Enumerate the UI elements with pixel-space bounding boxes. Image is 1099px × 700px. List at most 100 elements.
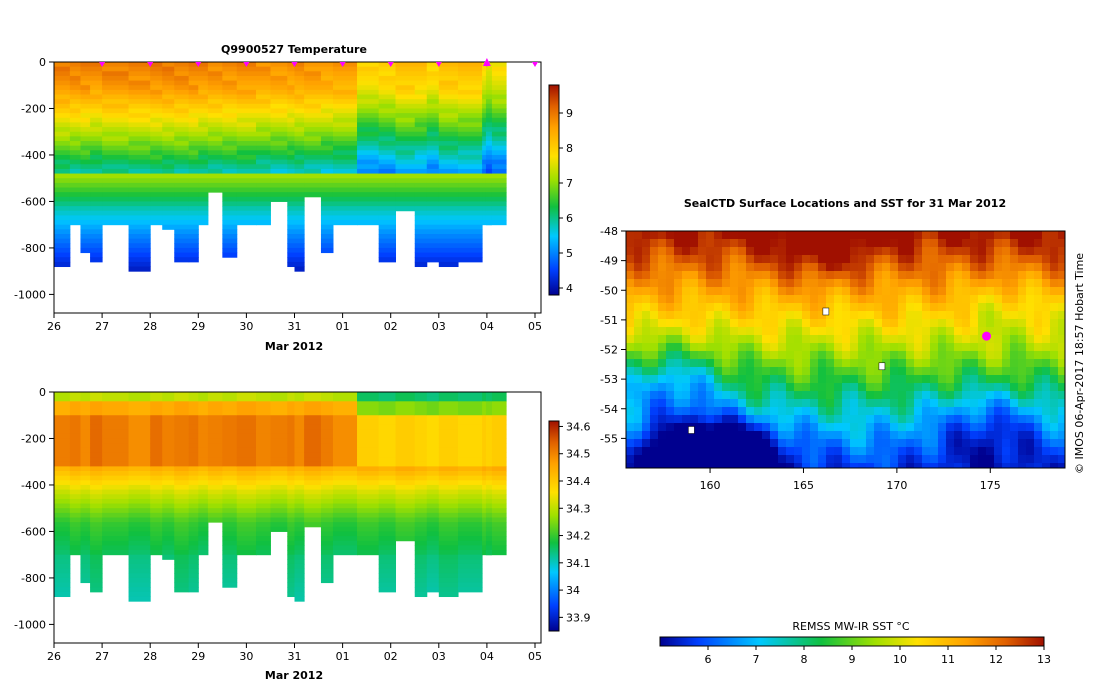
sst-cell (850, 231, 859, 240)
salinity-cell (304, 480, 322, 486)
temperature-cell (438, 168, 459, 175)
sst-cell (922, 423, 931, 432)
temperature-cell (174, 257, 190, 263)
sst-cell (730, 319, 739, 328)
salinity-cell (162, 489, 175, 495)
temperature-cell (414, 210, 428, 216)
temperature-cell (395, 113, 416, 119)
temperature-cell (207, 80, 223, 86)
temperature-cell (128, 122, 151, 128)
temperature-cell (256, 75, 271, 82)
sst-cell (986, 231, 995, 240)
sst-cell (946, 335, 955, 344)
temperature-cell (320, 89, 334, 96)
sst-cell (970, 439, 979, 448)
salinity-cell (426, 475, 440, 481)
sst-cell (914, 327, 923, 336)
temperature-cell (304, 141, 322, 147)
temperature-cell (128, 252, 151, 258)
temperature-cell (458, 233, 483, 240)
temperature-cell (188, 94, 199, 100)
salinity-cell (332, 410, 358, 416)
sst-cell (922, 231, 931, 240)
salinity-cell (162, 531, 175, 537)
temperature-cell (357, 122, 380, 128)
salinity-cell (256, 461, 271, 467)
salinity-cell (357, 419, 380, 426)
sst-cell (1002, 455, 1011, 464)
sst-cell (818, 295, 827, 304)
sst-cell (738, 287, 747, 296)
temperature-cell (414, 154, 428, 161)
temperature-cell (128, 94, 151, 100)
sst-cell (906, 439, 915, 448)
sst-cell (658, 311, 667, 320)
salinity-cell (54, 461, 71, 467)
sst-cell (834, 407, 843, 416)
temperature-cell (256, 145, 271, 151)
sst-cell (730, 303, 739, 312)
sst-cell (634, 303, 643, 312)
sst-cell (786, 391, 795, 400)
sst-cell (890, 455, 899, 464)
temperature-cell (150, 168, 163, 175)
sst-cell (698, 287, 707, 296)
sst-cell (962, 311, 971, 320)
temperature-cell (188, 145, 199, 151)
sst-cell (730, 375, 739, 384)
salinity-cell (80, 415, 91, 421)
sst-cell (738, 375, 747, 384)
salinity-cell (294, 466, 305, 472)
sst-cell (866, 303, 875, 312)
sst-cell (754, 231, 763, 240)
sst-cell (930, 351, 939, 360)
temperature-cell (395, 168, 416, 175)
temperature-cell (162, 136, 175, 142)
temperature-cell (207, 117, 223, 123)
temperature-cell (198, 154, 209, 161)
salinity-cell (198, 392, 209, 398)
temperature-cell (485, 196, 492, 202)
temperature-cell (236, 89, 257, 96)
sst-cell (938, 319, 947, 328)
salinity-cell (270, 429, 288, 435)
temperature-cell (90, 75, 103, 82)
temperature-xtick-label: 30 (239, 320, 253, 333)
sst-cell (730, 399, 739, 408)
sst-cell (1010, 447, 1019, 456)
salinity-profile-column (482, 392, 507, 556)
salinity-cell (320, 396, 334, 402)
sst-cell (882, 463, 891, 468)
sst-cell (882, 263, 891, 272)
salinity-cell (174, 550, 190, 556)
salinity-cell (54, 480, 71, 486)
sst-cell (938, 327, 947, 336)
temperature-cell (222, 229, 238, 235)
temperature-cell (222, 154, 238, 161)
temperature-cell (287, 168, 295, 175)
sst-cell (698, 327, 707, 336)
sst-cell (994, 455, 1003, 464)
sst-cell (994, 319, 1003, 328)
sst-cell (722, 231, 731, 240)
temperature-cell (174, 150, 190, 156)
sst-cell (906, 447, 915, 456)
salinity-cell (378, 461, 397, 467)
temperature-cell (188, 178, 199, 184)
salinity-cell (320, 545, 334, 551)
temperature-cell (188, 62, 199, 68)
temperature-cell (90, 215, 103, 221)
salinity-cell (395, 424, 416, 430)
sst-cell (818, 231, 827, 240)
salinity-cell (222, 415, 238, 421)
sst-cell (698, 367, 707, 376)
sst-cell (1026, 271, 1035, 280)
sst-cell (1002, 463, 1011, 468)
salinity-cell (128, 424, 151, 430)
sst-cell (938, 255, 947, 264)
sst-cell (746, 399, 755, 408)
sst-cell (698, 375, 707, 384)
salinity-cell (207, 429, 223, 435)
temperature-cell (162, 141, 175, 147)
sst-cell (818, 319, 827, 328)
